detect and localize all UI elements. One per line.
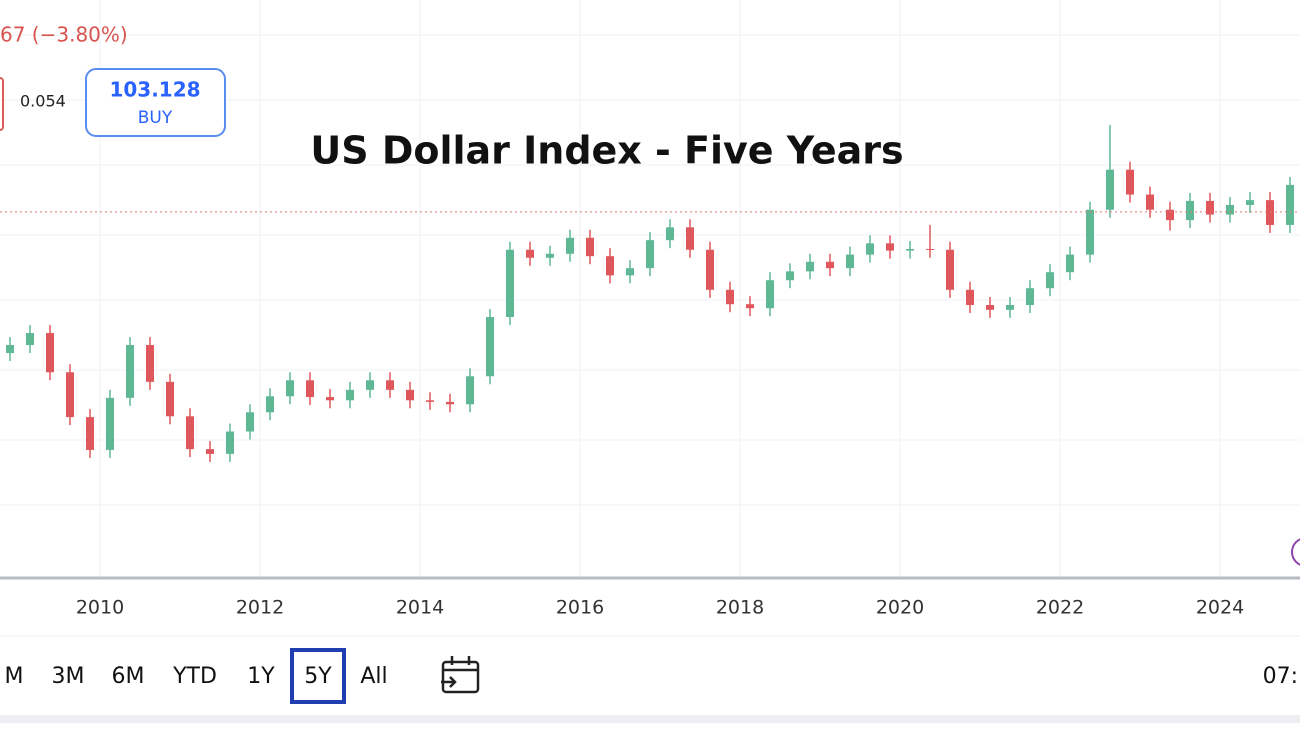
candle-body bbox=[686, 227, 694, 250]
candle-body bbox=[806, 261, 814, 272]
candle-body bbox=[1286, 184, 1294, 225]
candle-body bbox=[466, 376, 474, 405]
candle-body bbox=[566, 237, 574, 254]
candle-body bbox=[1126, 169, 1134, 195]
candle-body bbox=[786, 271, 794, 281]
range-button[interactable]: 5Y bbox=[304, 664, 332, 689]
candle-body bbox=[366, 380, 374, 390]
x-tick-label: 2014 bbox=[396, 597, 444, 619]
candle-body bbox=[1206, 200, 1214, 215]
candle-body bbox=[926, 248, 934, 250]
x-tick-label: 2018 bbox=[716, 597, 764, 619]
range-button[interactable]: M bbox=[5, 664, 24, 689]
candle-body bbox=[1266, 200, 1274, 225]
candle-body bbox=[486, 317, 494, 377]
range-button[interactable]: 1Y bbox=[247, 664, 275, 689]
x-tick-label: 2024 bbox=[1196, 597, 1244, 619]
price-change: 67 (−3.80%) bbox=[0, 23, 128, 47]
candle-body bbox=[986, 305, 994, 310]
candle-body bbox=[146, 345, 154, 382]
candle-body bbox=[406, 389, 414, 401]
candle-body bbox=[326, 397, 334, 401]
candle-body bbox=[1006, 305, 1014, 310]
candle-body bbox=[1086, 209, 1094, 255]
candle-body bbox=[26, 333, 34, 346]
candle-body bbox=[586, 237, 594, 257]
range-button[interactable]: 3M bbox=[52, 664, 85, 689]
candle-body bbox=[1106, 169, 1114, 210]
candle-body bbox=[1246, 200, 1254, 205]
candle-body bbox=[266, 396, 274, 413]
candle-body bbox=[606, 256, 614, 276]
candle-body bbox=[646, 240, 654, 269]
marker-icon[interactable] bbox=[1291, 538, 1300, 566]
x-tick-label: 2010 bbox=[76, 597, 124, 619]
candle-body bbox=[526, 249, 534, 258]
buy-price: 103.128 bbox=[109, 78, 200, 102]
candle-body bbox=[1226, 204, 1234, 215]
sell-button-edge[interactable] bbox=[0, 77, 4, 131]
candle-body bbox=[1186, 200, 1194, 221]
candle-body bbox=[66, 372, 74, 418]
candle-body bbox=[226, 431, 234, 454]
candle-body bbox=[746, 304, 754, 309]
buy-button[interactable] bbox=[85, 68, 226, 137]
candle-body bbox=[706, 249, 714, 290]
candle-body bbox=[626, 268, 634, 276]
candle-body bbox=[1166, 209, 1174, 221]
candle-body bbox=[306, 380, 314, 398]
candle-body bbox=[1046, 272, 1054, 289]
candle-body bbox=[166, 381, 174, 417]
candle-body bbox=[46, 333, 54, 373]
candle-body bbox=[346, 389, 354, 401]
candle-body bbox=[846, 254, 854, 269]
candle-body bbox=[506, 249, 514, 318]
candle-body bbox=[906, 248, 914, 251]
chart-title: US Dollar Index - Five Years bbox=[310, 129, 903, 173]
range-button[interactable]: All bbox=[360, 664, 387, 689]
buy-label: BUY bbox=[138, 108, 173, 128]
spread: 0.054 bbox=[20, 92, 66, 111]
x-tick-label: 2022 bbox=[1036, 597, 1084, 619]
candle-body bbox=[1066, 254, 1074, 273]
selected-range-box[interactable] bbox=[290, 648, 346, 704]
time: 07: bbox=[1263, 664, 1298, 689]
candle-body bbox=[726, 289, 734, 305]
candle-body bbox=[206, 449, 214, 454]
range-button[interactable]: 6M bbox=[112, 664, 145, 689]
candle-body bbox=[426, 400, 434, 402]
candle-body bbox=[666, 227, 674, 241]
candle-body bbox=[286, 380, 294, 397]
candle-body bbox=[766, 280, 774, 309]
candle-body bbox=[446, 401, 454, 405]
candle-body bbox=[86, 417, 94, 450]
candle-body bbox=[246, 412, 254, 432]
x-tick-label: 2020 bbox=[876, 597, 924, 619]
candle-body bbox=[886, 243, 894, 251]
candle-body bbox=[386, 380, 394, 390]
candle-body bbox=[946, 249, 954, 290]
candle-body bbox=[826, 261, 834, 269]
candle-body bbox=[966, 289, 974, 306]
candle-body bbox=[866, 243, 874, 255]
candle-body bbox=[1146, 194, 1154, 210]
candle-body bbox=[126, 345, 134, 398]
candle-body bbox=[1026, 288, 1034, 306]
candle-body bbox=[186, 416, 194, 450]
x-tick-label: 2012 bbox=[236, 597, 284, 619]
candle-body bbox=[6, 345, 14, 354]
x-tick-label: 2016 bbox=[556, 597, 604, 619]
candle-body bbox=[546, 253, 554, 258]
calendar-icon[interactable] bbox=[441, 656, 480, 694]
range-button[interactable]: YTD bbox=[172, 664, 217, 689]
candle-body bbox=[106, 397, 114, 450]
bottom-strip bbox=[0, 715, 1300, 723]
